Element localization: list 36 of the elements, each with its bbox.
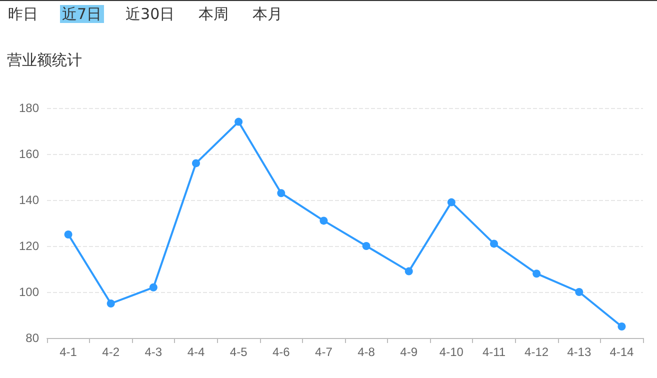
point xyxy=(192,159,200,168)
x-tick-label: 4-9 xyxy=(400,345,418,359)
x-tick-label: 4-6 xyxy=(272,345,290,359)
x-tick-label: 4-14 xyxy=(610,345,634,359)
point xyxy=(404,267,413,276)
point xyxy=(64,230,72,238)
x-tick-label: 4-13 xyxy=(567,345,592,359)
point xyxy=(447,198,456,206)
x-tick-label: 4-11 xyxy=(482,345,506,359)
x-tick-label: 4-5 xyxy=(230,345,248,359)
y-tick-label: 180 xyxy=(18,101,40,115)
y-tick-label: 80 xyxy=(26,331,40,345)
point xyxy=(532,270,541,278)
y-tick-label: 120 xyxy=(18,239,40,253)
y-tick-label: 100 xyxy=(18,285,40,299)
point xyxy=(277,189,286,198)
point xyxy=(575,288,584,296)
point xyxy=(106,300,115,308)
x-tick-label: 4-1 xyxy=(60,345,78,359)
x-tick-label: 4-2 xyxy=(102,345,120,359)
x-tick-label: 4-10 xyxy=(439,345,464,359)
y-tick-label: 160 xyxy=(18,147,40,161)
point xyxy=(362,242,370,250)
tab-bar: 昨日 近7日 近30日 本周 本月 xyxy=(6,5,305,24)
x-tick-label: 4-7 xyxy=(315,345,333,359)
point xyxy=(490,240,498,248)
chart-title: 营业额统计 xyxy=(7,52,82,69)
x-tick-label: 4-12 xyxy=(524,345,549,359)
point xyxy=(234,118,243,126)
x-tick-label: 4-4 xyxy=(187,345,205,359)
point xyxy=(320,216,328,225)
point xyxy=(618,322,626,330)
x-tick-label: 4-3 xyxy=(144,345,162,359)
point xyxy=(149,283,158,292)
y-tick-label: 140 xyxy=(18,193,40,207)
x-tick-label: 4-8 xyxy=(358,345,376,359)
